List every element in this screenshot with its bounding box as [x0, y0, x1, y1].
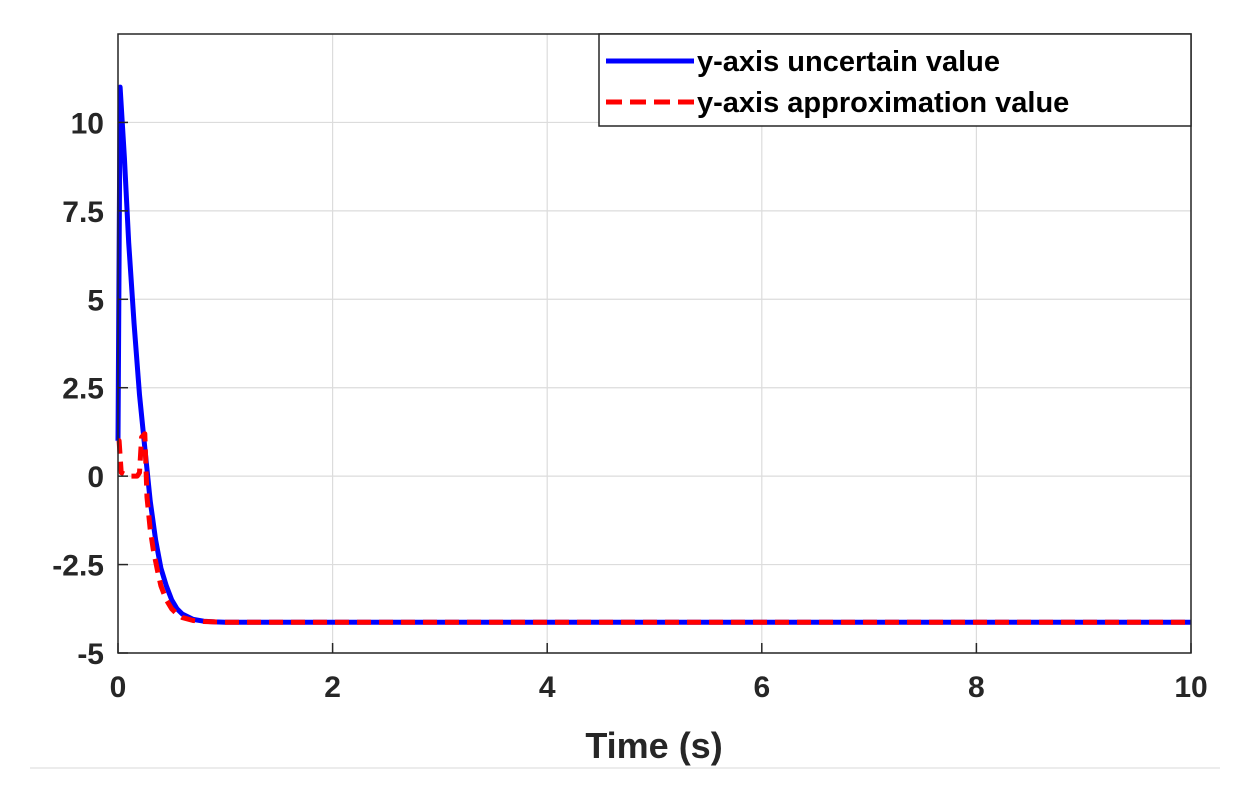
legend-label-series-1: y-axis uncertain value — [697, 46, 1000, 78]
y-tick-label: 10 — [71, 107, 104, 140]
y-tick-label: 7.5 — [62, 196, 104, 229]
x-axis-title: Time (s) — [585, 725, 722, 766]
y-tick-label: -5 — [77, 638, 104, 671]
legend-label-series-2: y-axis approximation value — [697, 87, 1069, 119]
data-series — [115, 84, 1191, 625]
x-tick-label: 0 — [110, 671, 127, 704]
y-tick-label: 5 — [87, 284, 104, 317]
y-tick-label: 2.5 — [62, 373, 104, 406]
series-line-2 — [116, 431, 1191, 625]
x-tick-label: 10 — [1174, 671, 1207, 704]
axis-ticks: 0 2 4 6 8 10 -5 -2.5 0 2.5 5 7.5 10 — [52, 107, 1207, 704]
x-tick-label: 6 — [753, 671, 770, 704]
y-tick-label: -2.5 — [52, 550, 104, 583]
y-tick-label: 0 — [87, 461, 104, 494]
legend: y-axis uncertain value y-axis approximat… — [598, 33, 1192, 127]
x-tick-label: 2 — [324, 671, 341, 704]
x-tick-label: 4 — [539, 671, 556, 704]
plot-background — [118, 34, 1191, 653]
x-tick-label: 8 — [968, 671, 985, 704]
legend-box — [598, 33, 1192, 127]
